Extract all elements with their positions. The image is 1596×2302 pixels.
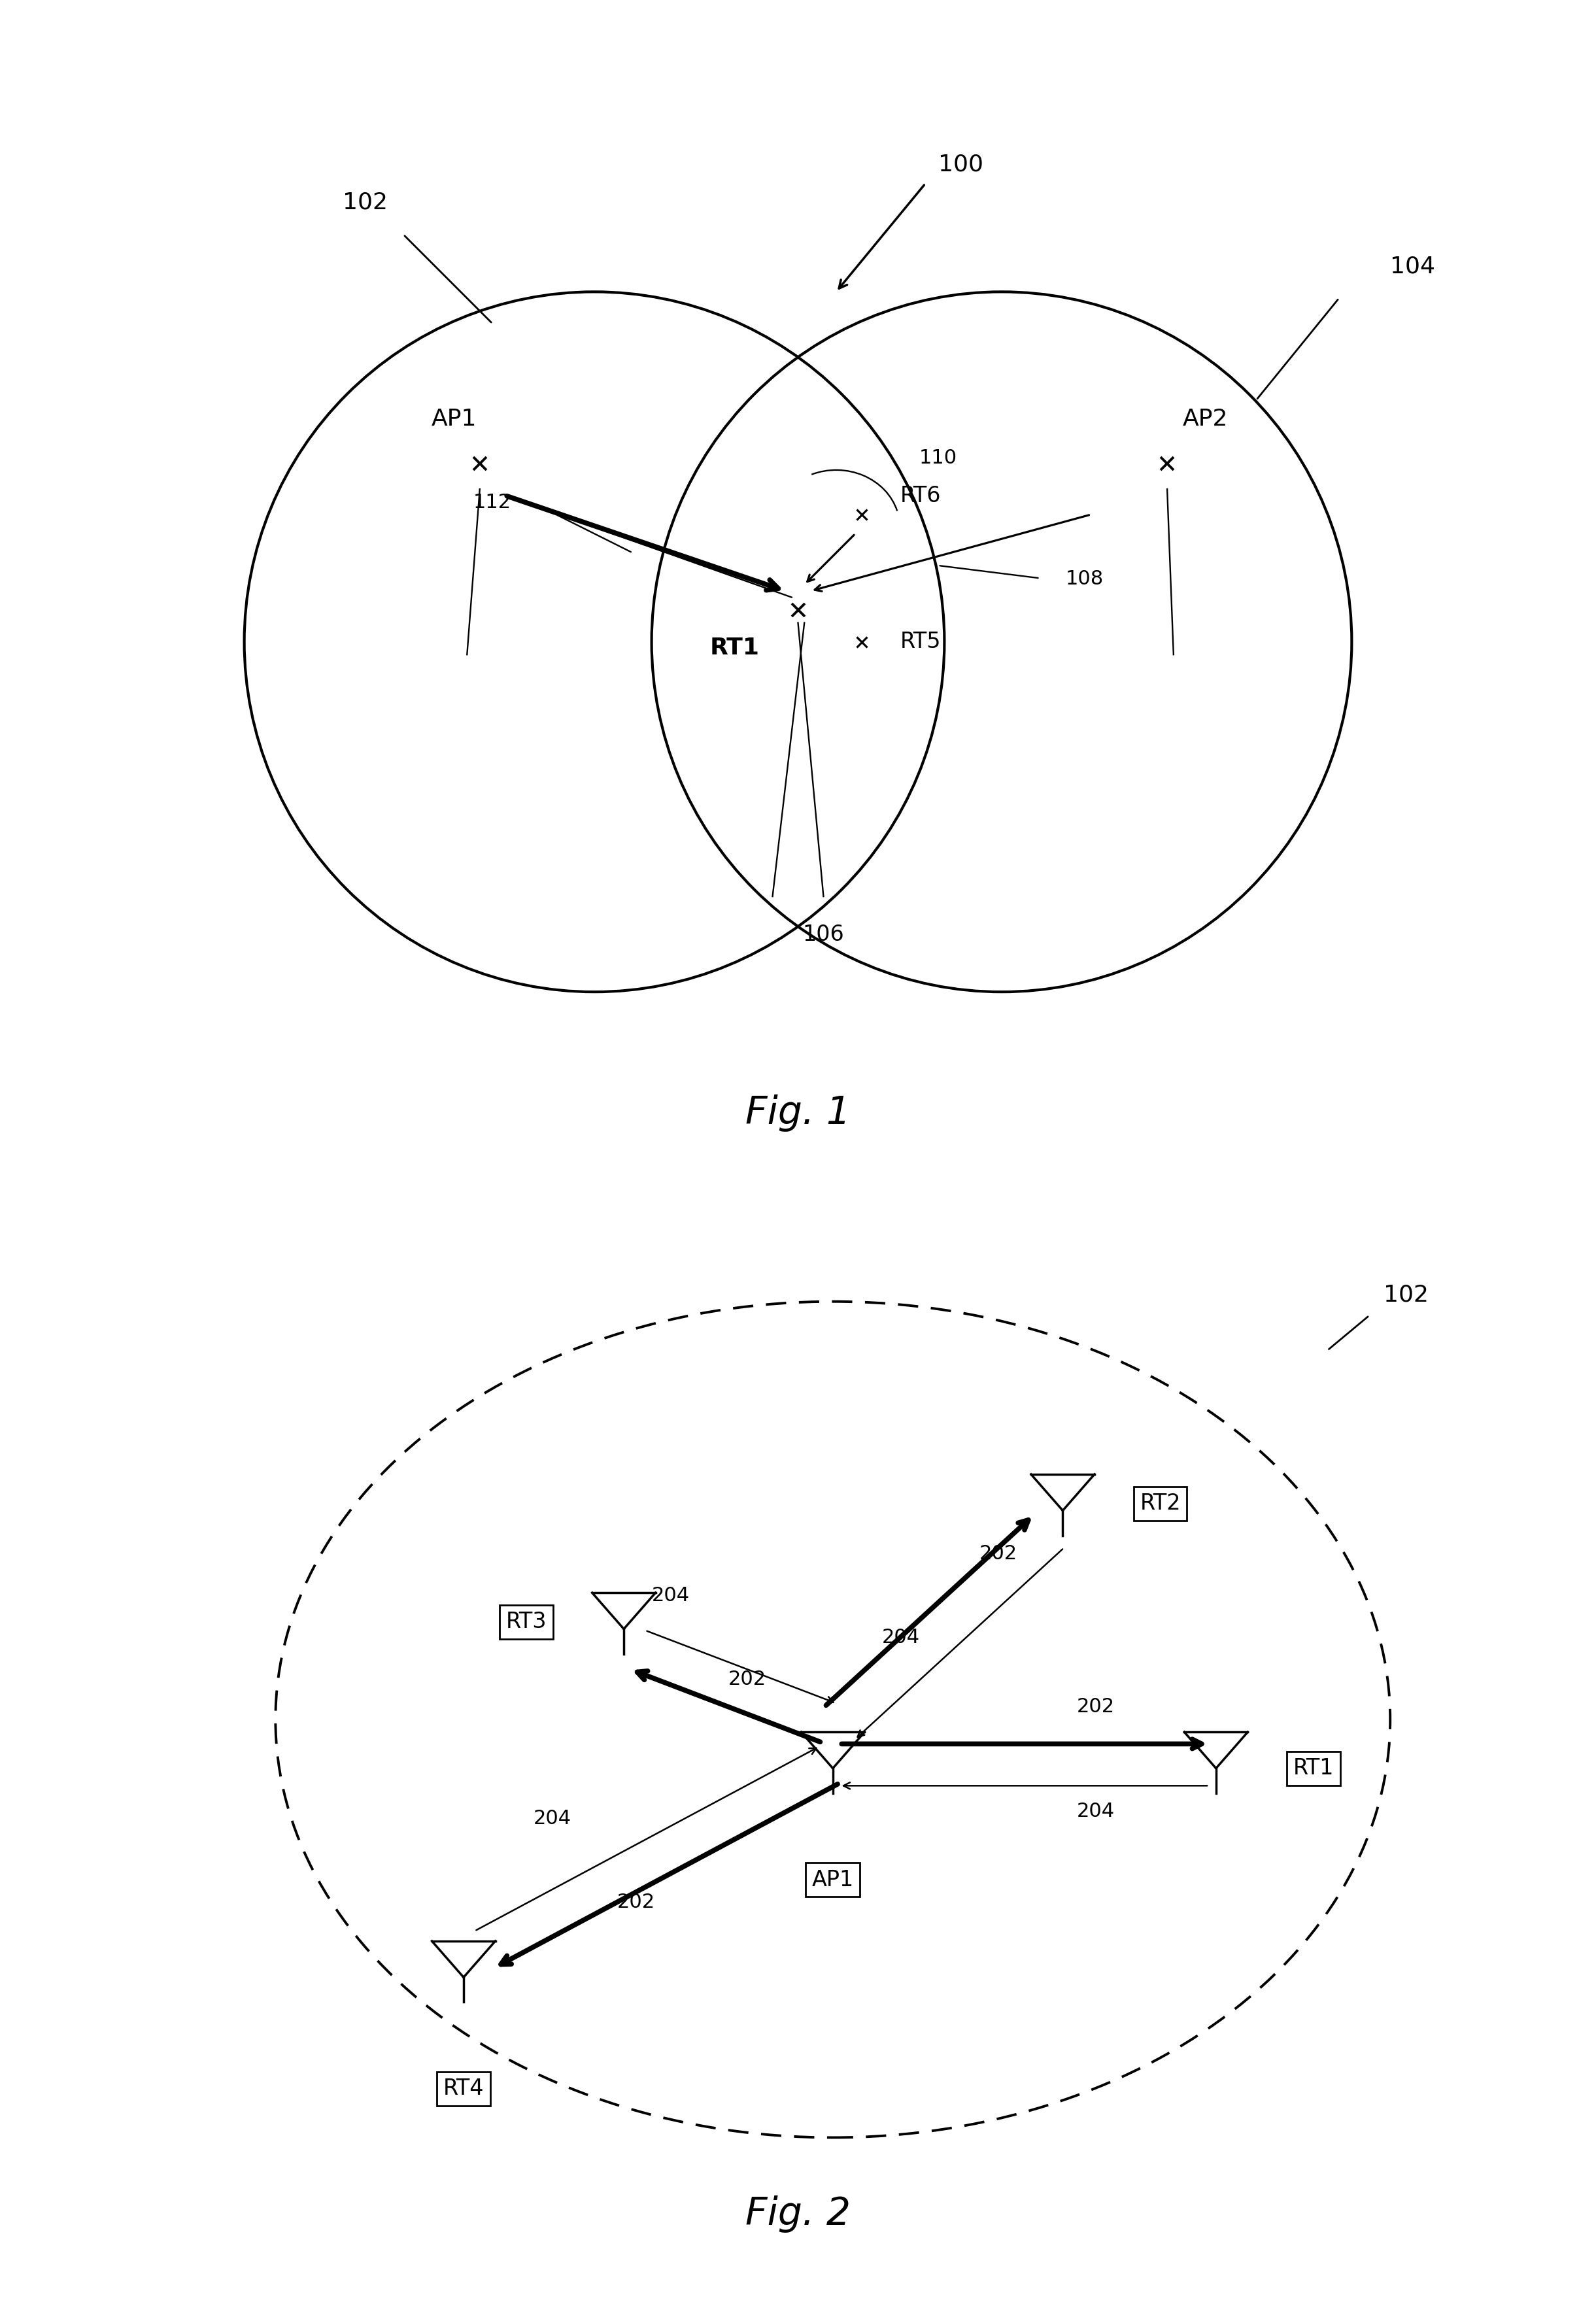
- Text: 202: 202: [618, 1892, 654, 1911]
- Text: 102: 102: [343, 191, 388, 214]
- Text: RT2: RT2: [1140, 1492, 1181, 1515]
- Text: 202: 202: [978, 1545, 1017, 1563]
- Text: Fig. 2: Fig. 2: [745, 2196, 851, 2233]
- Text: Fig. 1: Fig. 1: [745, 1093, 851, 1133]
- Text: 112: 112: [474, 493, 511, 511]
- Text: RT1: RT1: [1293, 1756, 1334, 1779]
- Text: RT6: RT6: [900, 486, 940, 506]
- Text: 104: 104: [1390, 256, 1435, 276]
- Text: 108: 108: [1065, 569, 1103, 589]
- Text: AP1: AP1: [812, 1869, 854, 1890]
- Text: 204: 204: [651, 1586, 689, 1604]
- Text: 106: 106: [803, 923, 844, 946]
- Text: RT5: RT5: [900, 631, 940, 654]
- Text: RT1: RT1: [710, 638, 760, 658]
- Text: 100: 100: [938, 154, 983, 175]
- Text: 102: 102: [1384, 1285, 1428, 1305]
- Text: 204: 204: [881, 1628, 919, 1646]
- Text: 110: 110: [919, 449, 958, 467]
- Text: 202: 202: [728, 1669, 766, 1690]
- Text: RT4: RT4: [444, 2079, 484, 2099]
- Text: 204: 204: [1077, 1802, 1114, 1821]
- Text: 202: 202: [1077, 1697, 1114, 1717]
- Text: 204: 204: [533, 1809, 571, 1828]
- Text: RT3: RT3: [506, 1611, 547, 1632]
- Text: AP2: AP2: [1183, 407, 1227, 430]
- Text: AP1: AP1: [431, 407, 477, 430]
